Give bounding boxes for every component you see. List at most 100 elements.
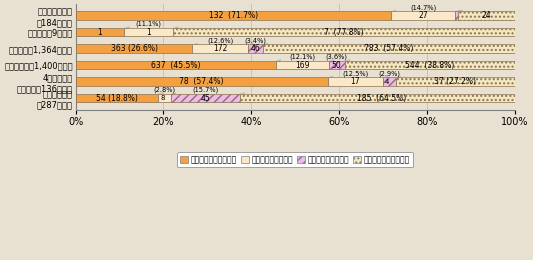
Text: 169: 169 — [295, 61, 309, 70]
Polygon shape — [455, 18, 463, 20]
Polygon shape — [515, 10, 520, 20]
Text: 45: 45 — [200, 94, 210, 103]
Text: 17: 17 — [351, 77, 360, 86]
Text: 8: 8 — [160, 95, 165, 101]
Text: 637  (45.5%): 637 (45.5%) — [151, 61, 200, 70]
Text: (15.7%): (15.7%) — [192, 87, 218, 93]
Polygon shape — [248, 51, 268, 53]
Bar — [76, 94, 158, 102]
Polygon shape — [515, 76, 520, 86]
Polygon shape — [391, 18, 461, 20]
Polygon shape — [263, 43, 268, 53]
Polygon shape — [192, 51, 253, 53]
Polygon shape — [76, 101, 164, 102]
Bar — [248, 44, 263, 53]
Bar — [76, 28, 124, 36]
Polygon shape — [457, 10, 463, 20]
Bar — [76, 44, 192, 53]
Text: 172: 172 — [213, 44, 228, 53]
Polygon shape — [457, 18, 520, 20]
Bar — [457, 11, 515, 20]
Text: (2.8%): (2.8%) — [154, 87, 175, 93]
Polygon shape — [76, 18, 396, 20]
Text: (3.4%): (3.4%) — [244, 37, 266, 44]
Polygon shape — [391, 10, 396, 20]
Polygon shape — [158, 101, 176, 102]
Bar — [391, 11, 455, 20]
Polygon shape — [171, 92, 176, 102]
Text: 363 (26.6%): 363 (26.6%) — [110, 44, 158, 53]
Text: 1: 1 — [98, 28, 102, 37]
Polygon shape — [158, 92, 164, 102]
Polygon shape — [276, 68, 334, 69]
Polygon shape — [239, 92, 245, 102]
Bar — [329, 61, 344, 69]
Bar — [76, 77, 328, 86]
Polygon shape — [76, 35, 130, 36]
Bar — [239, 94, 523, 102]
Bar — [76, 11, 391, 20]
Text: 46: 46 — [251, 44, 260, 53]
Polygon shape — [515, 59, 520, 69]
Polygon shape — [344, 59, 350, 69]
Text: (12.6%): (12.6%) — [207, 37, 233, 44]
Text: 132  (71.7%): 132 (71.7%) — [208, 11, 257, 20]
Text: (12.5%): (12.5%) — [342, 70, 368, 77]
Text: 37 (27.2%): 37 (27.2%) — [434, 77, 477, 86]
Polygon shape — [329, 59, 334, 69]
Polygon shape — [455, 10, 461, 20]
Bar — [383, 77, 395, 86]
Text: 7  (77.8%): 7 (77.8%) — [324, 28, 364, 37]
Text: (3.6%): (3.6%) — [326, 54, 348, 60]
Bar — [173, 28, 515, 36]
Polygon shape — [515, 43, 520, 53]
Polygon shape — [173, 26, 179, 36]
Text: 4: 4 — [385, 79, 390, 85]
Bar — [158, 94, 171, 102]
Text: (2.9%): (2.9%) — [378, 70, 400, 77]
Polygon shape — [248, 43, 253, 53]
Polygon shape — [515, 26, 520, 36]
Bar — [263, 44, 515, 53]
Legend: 昼夜間とも基準値以下, 昼間のみ基準値以下, 夢間のみ基準値以下, 昼夜間とも基準値超過: 昼夜間とも基準値以下, 昼間のみ基準値以下, 夢間のみ基準値以下, 昼夜間とも基… — [177, 152, 414, 167]
Bar — [328, 77, 383, 86]
Polygon shape — [383, 84, 401, 86]
Polygon shape — [395, 84, 520, 86]
Text: (11.1%): (11.1%) — [136, 21, 161, 27]
Polygon shape — [523, 92, 528, 102]
Text: 1: 1 — [147, 28, 151, 37]
Polygon shape — [329, 68, 350, 69]
Text: 50: 50 — [332, 61, 342, 70]
Polygon shape — [192, 43, 198, 53]
Polygon shape — [124, 35, 179, 36]
Text: 783  (57.4%): 783 (57.4%) — [364, 44, 414, 53]
Polygon shape — [76, 51, 198, 53]
Polygon shape — [76, 84, 333, 86]
Bar — [455, 11, 457, 20]
Polygon shape — [276, 59, 281, 69]
Polygon shape — [263, 51, 520, 53]
Polygon shape — [76, 68, 281, 69]
Polygon shape — [383, 76, 388, 86]
Text: 27: 27 — [418, 11, 428, 20]
Polygon shape — [171, 101, 245, 102]
Text: (12.1%): (12.1%) — [289, 54, 315, 60]
Bar — [171, 94, 239, 102]
Text: 185  (64.5%): 185 (64.5%) — [357, 94, 406, 103]
Bar — [192, 44, 248, 53]
Polygon shape — [173, 35, 520, 36]
Bar — [395, 77, 515, 86]
Polygon shape — [328, 84, 388, 86]
Polygon shape — [328, 76, 333, 86]
Polygon shape — [124, 26, 130, 36]
Bar — [276, 61, 329, 69]
Text: 24: 24 — [481, 11, 491, 20]
Text: (14.7%): (14.7%) — [410, 4, 436, 11]
Polygon shape — [239, 101, 528, 102]
Polygon shape — [395, 76, 401, 86]
Polygon shape — [344, 68, 520, 69]
Bar — [344, 61, 515, 69]
Text: 54 (18.8%): 54 (18.8%) — [96, 94, 138, 103]
Text: 544  (38.8%): 544 (38.8%) — [405, 61, 455, 70]
Bar — [124, 28, 173, 36]
